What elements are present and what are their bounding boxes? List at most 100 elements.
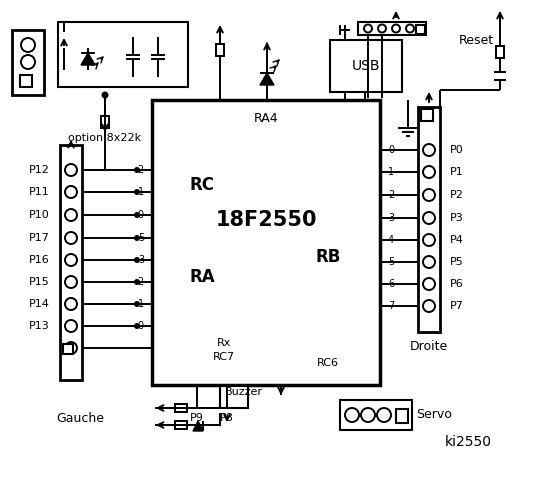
Bar [60, 53, 68, 65]
Circle shape [364, 24, 372, 33]
Circle shape [423, 278, 435, 290]
Text: P10: P10 [29, 210, 50, 220]
Polygon shape [81, 53, 95, 65]
Circle shape [65, 320, 77, 332]
Bar [20, 75, 32, 87]
Circle shape [423, 234, 435, 246]
Text: P5: P5 [450, 257, 464, 267]
Circle shape [345, 408, 359, 422]
Polygon shape [193, 421, 203, 431]
Circle shape [65, 298, 77, 310]
Text: 2: 2 [388, 190, 394, 200]
Text: Gauche: Gauche [56, 411, 104, 424]
Text: 0: 0 [388, 145, 394, 155]
Circle shape [65, 254, 77, 266]
Circle shape [423, 144, 435, 156]
Bar [418, 107, 440, 332]
Circle shape [406, 24, 414, 33]
Bar [496, 46, 504, 58]
Text: option 8x22k: option 8x22k [69, 133, 142, 143]
Text: Buzzer: Buzzer [225, 387, 263, 397]
Circle shape [361, 408, 375, 422]
Text: P3: P3 [450, 213, 464, 223]
Text: 1: 1 [138, 299, 144, 309]
Text: RB: RB [315, 249, 341, 266]
Text: Rx: Rx [217, 338, 231, 348]
Text: RA4: RA4 [254, 111, 278, 124]
Circle shape [423, 212, 435, 224]
Circle shape [135, 236, 139, 240]
Circle shape [423, 256, 435, 268]
Circle shape [423, 189, 435, 201]
Text: P0: P0 [450, 145, 464, 155]
Text: 5: 5 [388, 257, 394, 267]
Circle shape [135, 302, 139, 306]
Text: P11: P11 [29, 187, 50, 197]
Text: P12: P12 [29, 165, 50, 175]
Text: P1: P1 [450, 167, 464, 177]
Text: ki2550: ki2550 [445, 435, 492, 449]
Text: 7: 7 [388, 301, 394, 311]
Circle shape [102, 93, 107, 97]
Bar [396, 409, 408, 423]
Text: P13: P13 [29, 321, 50, 331]
Bar [216, 44, 224, 56]
Bar [101, 116, 109, 128]
Circle shape [135, 168, 139, 172]
Bar [340, 400, 412, 430]
Bar [330, 40, 402, 92]
Text: 6: 6 [388, 279, 394, 289]
Text: P9: P9 [190, 413, 204, 423]
Text: 3: 3 [138, 255, 144, 265]
Text: P6: P6 [450, 279, 464, 289]
Circle shape [392, 24, 400, 33]
Bar [58, 22, 188, 87]
Circle shape [65, 276, 77, 288]
Text: RA: RA [189, 268, 215, 287]
Text: Servo: Servo [416, 408, 452, 421]
Circle shape [21, 38, 35, 52]
Text: 3: 3 [388, 213, 394, 223]
Circle shape [65, 186, 77, 198]
Text: 2: 2 [138, 277, 144, 287]
Circle shape [135, 213, 139, 217]
Text: 0: 0 [138, 321, 144, 331]
Polygon shape [260, 73, 274, 85]
Circle shape [423, 166, 435, 178]
Bar [421, 109, 433, 121]
Text: P4: P4 [450, 235, 464, 245]
Bar [63, 344, 73, 354]
Circle shape [65, 209, 77, 221]
Circle shape [65, 342, 77, 354]
Text: RC: RC [190, 176, 215, 193]
Circle shape [378, 24, 386, 33]
Circle shape [135, 324, 139, 328]
Circle shape [135, 190, 139, 194]
Bar [175, 404, 187, 412]
Text: RC6: RC6 [317, 358, 339, 368]
Text: 18F2550: 18F2550 [215, 211, 317, 230]
Text: P7: P7 [450, 301, 464, 311]
Text: 1: 1 [138, 187, 144, 197]
Bar [220, 386, 248, 408]
Circle shape [377, 408, 391, 422]
Text: 4: 4 [388, 235, 394, 245]
Text: RC7: RC7 [213, 352, 235, 362]
Bar [175, 421, 187, 429]
Text: P2: P2 [450, 190, 464, 200]
Circle shape [65, 164, 77, 176]
Text: P14: P14 [29, 299, 50, 309]
Text: 1: 1 [388, 167, 394, 177]
Text: USB: USB [352, 59, 380, 73]
Bar [12, 30, 44, 95]
Text: Droite: Droite [410, 340, 448, 353]
Text: 5: 5 [138, 233, 144, 243]
Bar [152, 100, 380, 385]
Circle shape [135, 258, 139, 262]
Text: P17: P17 [29, 233, 50, 243]
Text: 2: 2 [138, 165, 144, 175]
Circle shape [135, 280, 139, 284]
Bar [358, 22, 426, 35]
Text: 0: 0 [138, 210, 144, 220]
Text: P16: P16 [29, 255, 50, 265]
